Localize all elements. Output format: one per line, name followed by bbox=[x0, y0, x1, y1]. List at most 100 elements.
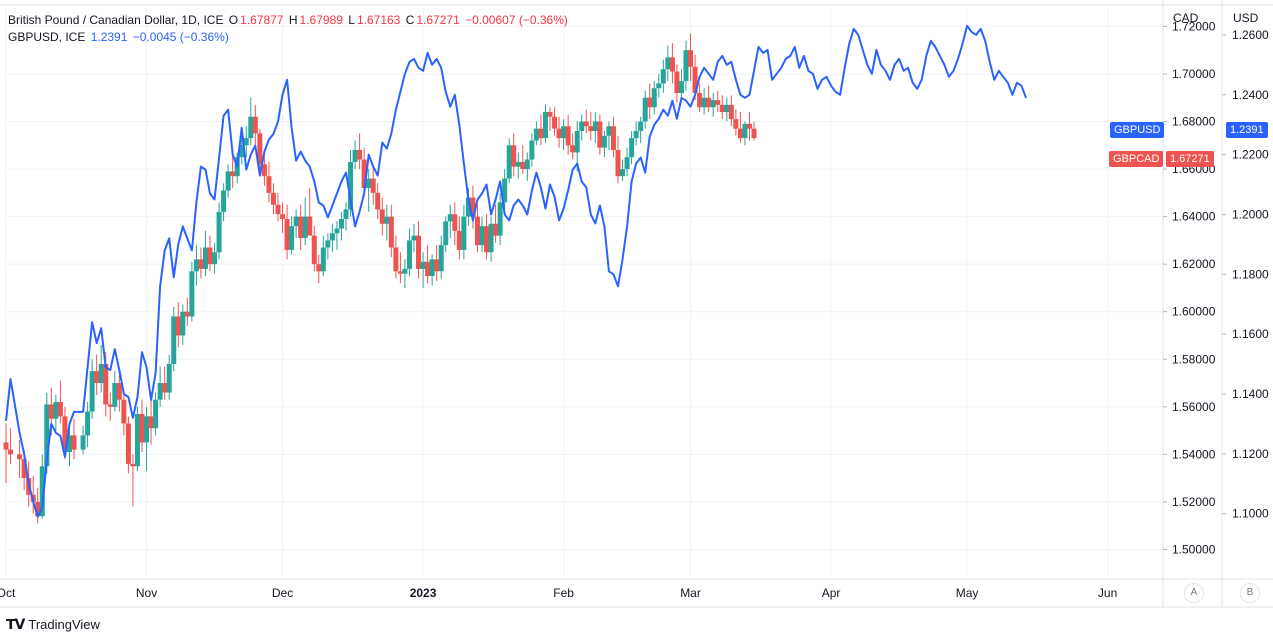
candle-body bbox=[243, 138, 249, 146]
scale-b-button[interactable]: B bbox=[1240, 583, 1260, 603]
candle-body bbox=[692, 66, 698, 93]
candle-body bbox=[511, 145, 517, 167]
candle-body bbox=[456, 230, 462, 250]
candle bbox=[8, 428, 14, 464]
candle bbox=[121, 390, 127, 436]
candle-body bbox=[212, 252, 218, 265]
candle-body bbox=[48, 404, 54, 419]
candle bbox=[125, 416, 131, 474]
candle bbox=[724, 97, 730, 122]
candle-body bbox=[153, 399, 159, 429]
candle-body bbox=[393, 247, 399, 272]
auto-scale-button[interactable]: A bbox=[1184, 583, 1204, 603]
candle-body bbox=[737, 128, 743, 139]
candle-body bbox=[615, 150, 621, 177]
candle bbox=[284, 204, 290, 260]
right-axis-tick-label: 1.1400 bbox=[1232, 387, 1269, 401]
candle-body bbox=[189, 271, 195, 317]
candle-body bbox=[17, 454, 23, 460]
candle-body bbox=[570, 145, 576, 153]
candle bbox=[329, 223, 335, 253]
legend-change-2: −0.0045 (−0.36%) bbox=[132, 30, 229, 44]
x-tick-label: Mar bbox=[680, 586, 701, 600]
candle bbox=[484, 214, 490, 260]
candle bbox=[728, 95, 734, 127]
candle-body bbox=[597, 121, 603, 148]
candle-body bbox=[402, 268, 408, 274]
candle-body bbox=[647, 97, 653, 108]
candle bbox=[533, 121, 539, 146]
candle bbox=[715, 90, 721, 112]
legend-symbol: British Pound / Canadian Dollar, 1D, ICE bbox=[8, 13, 224, 27]
candle bbox=[57, 380, 63, 424]
candle bbox=[175, 302, 181, 348]
candle-body bbox=[171, 316, 177, 365]
candle-body bbox=[624, 157, 630, 170]
x-tick-label: Dec bbox=[272, 586, 293, 600]
candle-body bbox=[728, 104, 734, 120]
candle-body bbox=[207, 247, 213, 265]
candle bbox=[638, 116, 644, 143]
candle bbox=[379, 197, 385, 236]
candle bbox=[601, 131, 607, 158]
candle bbox=[506, 138, 512, 184]
tradingview-logo[interactable]: ꓔⅤ TradingView bbox=[6, 616, 100, 633]
candle-body bbox=[479, 226, 485, 246]
candle-body bbox=[484, 226, 490, 253]
candle-body bbox=[443, 221, 449, 246]
candle bbox=[252, 104, 258, 148]
candle-body bbox=[134, 413, 140, 467]
candle-body bbox=[284, 218, 290, 250]
candle bbox=[697, 83, 703, 112]
candle bbox=[266, 161, 272, 203]
candle bbox=[719, 95, 725, 120]
candle-body bbox=[742, 123, 748, 139]
x-tick-label: Jun bbox=[1098, 586, 1117, 600]
candle bbox=[366, 169, 372, 212]
legend-symbol-2: GBPUSD, ICE bbox=[8, 30, 86, 44]
candle-body bbox=[474, 216, 480, 246]
left-axis-currency: CAD bbox=[1173, 11, 1199, 25]
candle-body bbox=[239, 145, 245, 158]
legend-change: −0.00607 (−0.36%) bbox=[465, 13, 568, 27]
candle-body bbox=[502, 178, 508, 203]
candle bbox=[89, 359, 95, 419]
candle-body bbox=[733, 119, 739, 129]
candle bbox=[316, 254, 322, 284]
candle bbox=[320, 235, 326, 277]
candle bbox=[94, 354, 100, 395]
candle-body bbox=[506, 145, 512, 179]
candle bbox=[307, 188, 313, 236]
candle-body bbox=[388, 216, 394, 248]
candle-body bbox=[157, 383, 163, 400]
candle bbox=[583, 109, 589, 134]
candle bbox=[633, 121, 639, 146]
candle bbox=[402, 259, 408, 288]
legend-high-label: H bbox=[288, 13, 298, 27]
candle-body bbox=[497, 202, 503, 236]
candle-body bbox=[39, 466, 45, 517]
right-axis-tick-label: 1.1200 bbox=[1232, 447, 1269, 461]
left-axis-tick-label: 1.62000 bbox=[1172, 257, 1216, 271]
candle bbox=[66, 425, 72, 467]
candle-body bbox=[257, 133, 263, 165]
candle-body bbox=[298, 216, 304, 239]
candle-body bbox=[715, 100, 721, 105]
candle-body bbox=[85, 411, 91, 436]
candle-body bbox=[406, 240, 412, 269]
candle bbox=[148, 392, 154, 445]
candle-body bbox=[98, 364, 104, 384]
candle-body bbox=[320, 247, 326, 272]
candle-body bbox=[751, 128, 757, 139]
candle bbox=[529, 133, 535, 167]
candle-body bbox=[429, 259, 435, 277]
legend-gbpcad: British Pound / Canadian Dollar, 1D, ICE… bbox=[8, 13, 570, 27]
candle bbox=[157, 366, 163, 407]
candle-body bbox=[107, 404, 113, 407]
candle-body bbox=[144, 416, 150, 443]
candle bbox=[302, 197, 308, 246]
candle-body bbox=[280, 214, 286, 219]
candle-body bbox=[533, 128, 539, 141]
candle-body bbox=[62, 416, 68, 452]
